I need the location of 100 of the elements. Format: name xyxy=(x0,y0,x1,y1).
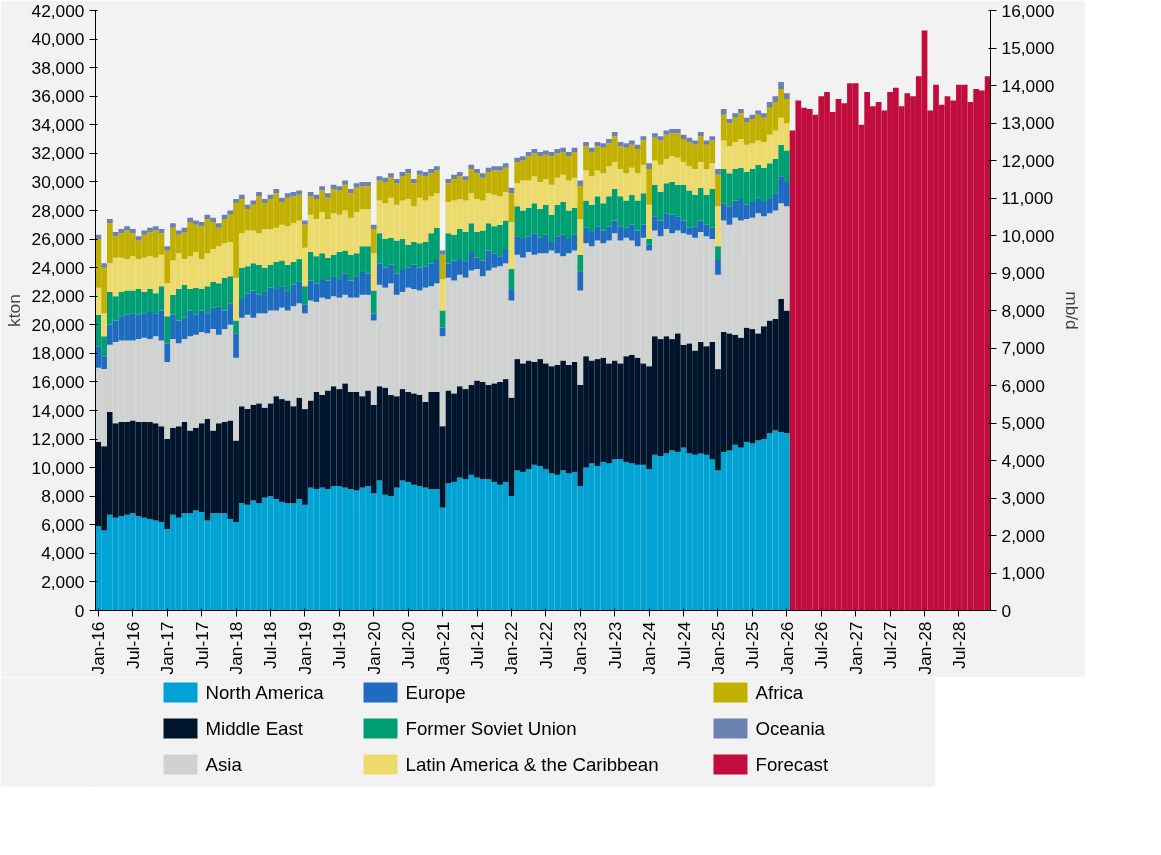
bar xyxy=(772,96,779,102)
bar xyxy=(370,224,377,230)
x-tick-label: Jan-18 xyxy=(226,621,247,675)
y-tick-label: 16,000 xyxy=(31,371,85,392)
bar xyxy=(508,289,515,301)
bar xyxy=(583,141,589,147)
y2-tick-label: 0 xyxy=(1001,600,1012,621)
bar xyxy=(715,259,721,275)
bar xyxy=(324,193,331,198)
bar xyxy=(302,286,308,305)
y-tick-label: 42,000 xyxy=(31,0,85,21)
legend-label: Africa xyxy=(755,682,804,703)
bar xyxy=(577,254,584,272)
y2-tick-label: 15,000 xyxy=(1001,38,1055,58)
bar xyxy=(738,109,744,114)
bar xyxy=(370,313,377,321)
y2-tick-label: 13,000 xyxy=(1001,113,1055,133)
x-tick-label: Jan-27 xyxy=(845,621,866,675)
bar xyxy=(611,131,618,137)
x-tick-label: Jul-25 xyxy=(742,621,763,669)
x-tick-label: Jan-17 xyxy=(157,621,178,675)
bar xyxy=(393,179,400,184)
bar xyxy=(256,191,262,197)
bar xyxy=(101,263,107,268)
y2-tick-label: 11,000 xyxy=(1001,188,1054,208)
y-tick-label: 38,000 xyxy=(31,57,85,78)
x-tick-label: Jan-25 xyxy=(707,621,728,675)
legend-label: Middle East xyxy=(205,718,304,739)
bar xyxy=(697,131,704,137)
bar xyxy=(445,179,452,184)
y2-tick-label: 9,000 xyxy=(1001,263,1045,283)
y-axis-title: kton xyxy=(3,294,24,327)
bar xyxy=(646,244,653,251)
bar xyxy=(468,164,475,170)
bar xyxy=(238,194,245,200)
legend-label: Oceania xyxy=(755,718,826,739)
y-tick-label: 22,000 xyxy=(31,286,85,307)
bar xyxy=(370,229,377,254)
bar xyxy=(273,189,280,194)
bar xyxy=(778,81,784,90)
bar xyxy=(577,180,584,187)
bar xyxy=(577,186,584,220)
y2-tick-label: 12,000 xyxy=(1001,150,1055,171)
y-tick-label: 26,000 xyxy=(31,229,85,250)
bar xyxy=(732,113,739,118)
y-tick-label: 0 xyxy=(74,600,85,621)
bar xyxy=(233,320,239,334)
x-tick-label: Jan-19 xyxy=(294,621,315,675)
bar xyxy=(227,210,234,215)
legend-label: Europe xyxy=(405,682,466,703)
y-tick-label: 40,000 xyxy=(31,29,85,50)
x-tick-label: Jan-24 xyxy=(639,621,660,675)
legend-label: North America xyxy=(205,682,325,703)
y-tick-label: 34,000 xyxy=(31,114,85,135)
bar xyxy=(474,169,480,174)
bar xyxy=(606,139,612,144)
y-tick-label: 28,000 xyxy=(31,200,85,221)
bar xyxy=(164,246,171,251)
bar xyxy=(215,223,222,228)
y2-tick-label: 14,000 xyxy=(1001,75,1055,96)
y2-axis-title: mb/d xyxy=(1062,291,1083,330)
bar xyxy=(646,163,653,170)
x-tick-label: Jul-21 xyxy=(467,621,488,669)
x-tick-label: Jan-23 xyxy=(570,621,591,675)
bar xyxy=(388,173,394,178)
bar xyxy=(646,204,653,240)
bar xyxy=(720,109,727,115)
y2-tick-label: 2,000 xyxy=(1001,525,1045,546)
bar xyxy=(347,189,354,194)
bar xyxy=(319,186,325,191)
y-tick-label: 32,000 xyxy=(31,143,85,164)
x-tick-label: Jul-20 xyxy=(398,621,419,669)
legend-label: Asia xyxy=(205,754,243,775)
y2-tick-label: 6,000 xyxy=(1001,375,1045,396)
y-tick-label: 4,000 xyxy=(41,543,85,564)
x-tick-label: Jul-27 xyxy=(880,621,901,669)
y-tick-label: 12,000 xyxy=(31,429,85,450)
bar xyxy=(370,253,377,291)
bar xyxy=(135,236,142,241)
legend-label: Latin America & the Caribbean xyxy=(405,754,659,775)
y-tick-label: 36,000 xyxy=(31,86,85,107)
y2-tick-label: 8,000 xyxy=(1001,300,1045,321)
bar xyxy=(279,197,285,202)
x-tick-label: Jul-16 xyxy=(122,621,143,669)
bar xyxy=(164,343,171,362)
x-tick-label: Jul-17 xyxy=(191,621,212,669)
x-tick-label: Jul-26 xyxy=(811,621,832,669)
x-tick-label: Jan-26 xyxy=(776,621,797,675)
bar xyxy=(479,173,486,178)
bar xyxy=(715,169,721,175)
bar xyxy=(634,144,641,150)
x-tick-label: Jul-23 xyxy=(604,621,625,669)
x-tick-label: Jan-20 xyxy=(363,621,384,675)
legend-label: Forecast xyxy=(755,754,829,775)
legend-label: Former Soviet Union xyxy=(405,718,577,739)
bar xyxy=(766,101,773,108)
y2-tick-label: 1,000 xyxy=(1001,563,1045,583)
bar xyxy=(715,246,721,260)
bar xyxy=(233,277,239,321)
y-tick-label: 30,000 xyxy=(31,171,85,192)
